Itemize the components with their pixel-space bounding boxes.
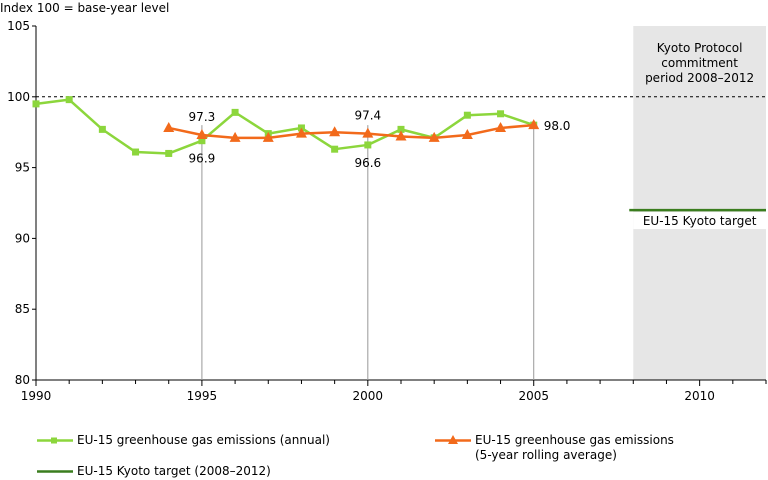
annual-data-point (231, 108, 239, 116)
series-line-annual (35, 98, 535, 155)
legend-target-label: EU-15 Kyoto target (2008–2012) (77, 464, 271, 478)
data-label: 96.9 (189, 152, 216, 166)
commitment-period-band (633, 26, 766, 380)
data-label: 97.3 (189, 110, 216, 124)
commitment-period-label: period 2008–2012 (645, 71, 754, 85)
legend-target: EU-15 Kyoto target (2008–2012) (37, 464, 397, 480)
annual-data-point (165, 149, 173, 157)
y-tick-label: 105 (7, 19, 30, 33)
data-label: 96.6 (354, 156, 381, 170)
rolling-average-data-point (428, 131, 440, 142)
annual-data-point (364, 141, 372, 149)
annual-data-point (32, 100, 40, 108)
annual-data-point (132, 148, 140, 156)
x-tick-label: 1990 (21, 389, 52, 403)
emissions-chart: Index 100 = base-year level Kyoto Protoc… (0, 1, 767, 403)
rolling-average-data-point (262, 131, 274, 142)
y-tick-label: 85 (15, 302, 30, 316)
rolling-average-data-point (495, 121, 507, 132)
commitment-period-label: commitment (661, 56, 738, 70)
annual-data-point (98, 125, 106, 133)
rolling-average-data-point (295, 127, 307, 138)
kyoto-target-label: EU-15 Kyoto target (643, 214, 757, 228)
legend-annual: EU-15 greenhouse gas emissions (annual) (37, 433, 397, 449)
legend-annual-symbol (37, 437, 73, 444)
x-tick-label: 1995 (187, 389, 218, 403)
kyoto-target-label-bg (633, 212, 766, 230)
rolling-average-data-point (528, 119, 540, 130)
data-label: 97.4 (354, 109, 381, 123)
data-label: 98.0 (544, 119, 571, 133)
annual-data-point (198, 137, 206, 145)
rolling-average-data-point (362, 127, 374, 138)
legend-target-symbol (37, 470, 73, 473)
y-tick-label: 80 (15, 373, 30, 387)
rolling-average-data-point (461, 129, 473, 140)
y-tick-label: 95 (15, 161, 30, 175)
y-tick-label: 100 (7, 90, 30, 104)
rolling-average-data-point (229, 131, 241, 142)
x-tick-label: 2010 (684, 389, 715, 403)
annual-data-point (463, 111, 471, 119)
rolling-average-data-point (329, 126, 341, 137)
legend-rolling-symbol (435, 435, 471, 444)
annual-data-point (65, 96, 73, 104)
x-tick-label: 2000 (353, 389, 384, 403)
legend-rolling: EU-15 greenhouse gas emissions (5-year r… (435, 433, 755, 465)
y-axis-label: Index 100 = base-year level (0, 1, 169, 15)
y-tick-label: 90 (15, 231, 30, 245)
series-line-rolling (168, 123, 534, 140)
annual-data-point (331, 145, 339, 153)
commitment-period-label: Kyoto Protocol (657, 41, 743, 55)
annual-data-point (497, 110, 505, 118)
rolling-average-data-point (163, 121, 175, 132)
rolling-average-data-point (196, 129, 208, 140)
legend-annual-label: EU-15 greenhouse gas emissions (annual) (77, 433, 330, 447)
rolling-average-data-point (395, 130, 407, 141)
x-tick-label: 2005 (518, 389, 549, 403)
annual-data-point (397, 125, 405, 133)
legend-rolling-label: EU-15 greenhouse gas emissions (5-year r… (475, 433, 674, 462)
